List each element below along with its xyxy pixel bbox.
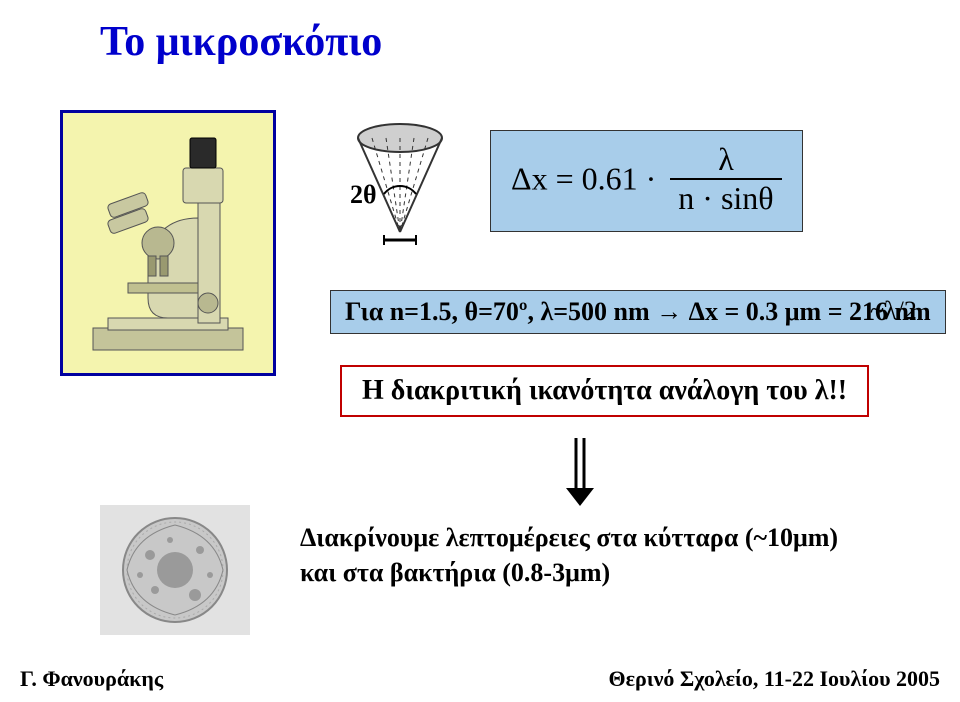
page-title: Το μικροσκόπιο	[100, 18, 382, 66]
formula-numerator: λ	[670, 141, 781, 180]
approx-label: ~λ/2	[870, 296, 917, 326]
footer-event: Θερινό Σχολείο, 11-22 Ιουλίου 2005	[608, 666, 940, 692]
cone-angle-label: 2θ	[350, 180, 377, 210]
resolution-statement: Η διακριτική ικανότητα ανάλογη του λ!!	[340, 365, 869, 417]
formula-denominator: n · sinθ	[670, 180, 781, 217]
numeric-example: Για n=1.5, θ=70º, λ=500 nm → Δx = 0.3 μm…	[330, 290, 946, 334]
footer-author: Γ. Φανουράκης	[20, 666, 163, 692]
cell-micrograph	[100, 505, 250, 635]
formula-lhs: Δx = 0.61 ·	[511, 161, 656, 197]
microscope-figure	[60, 110, 276, 376]
resolution-formula: Δx = 0.61 · λ n · sinθ	[490, 130, 803, 232]
detail-text: Διακρίνουμε λεπτομέρειες στα κύτταρα (~1…	[300, 520, 838, 590]
arrow-down-icon	[560, 438, 600, 513]
detail-line1: Διακρίνουμε λεπτομέρειες στα κύτταρα (~1…	[300, 523, 838, 552]
microscope-icon	[78, 128, 258, 358]
detail-line2: και στα βακτήρια (0.8-3μm)	[300, 558, 610, 587]
